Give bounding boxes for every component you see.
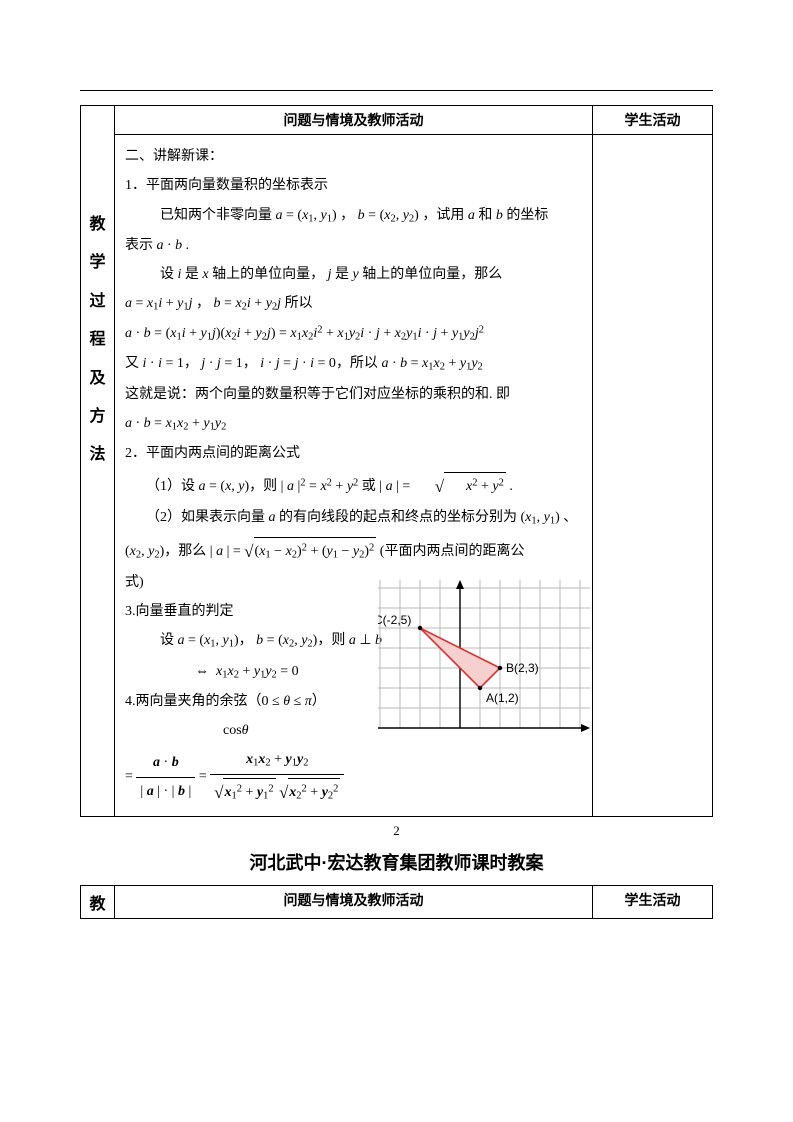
- side-char: 教: [89, 896, 105, 913]
- text: 4.两向量夹角的余弦（: [125, 694, 262, 709]
- text: .: [509, 479, 513, 494]
- svg-text:A(1,2): A(1,2): [486, 691, 519, 705]
- page-number: 2: [80, 823, 713, 839]
- text: 已知两个非零向量: [160, 208, 272, 223]
- s1-p1b: 表示 a · b .: [125, 232, 582, 259]
- activity-cell: [593, 135, 713, 817]
- math: a: [276, 208, 283, 223]
- s2-p2a: （2）如果表示向量 a 的有向线段的起点和终点的坐标分别为 (x1, y1) 、: [125, 504, 582, 532]
- side-char: 法: [89, 446, 105, 463]
- math: b: [358, 208, 365, 223]
- fraction: a · b | a | · | b |: [136, 749, 195, 805]
- lesson-table-1: 教 学 过 程 及 方 法 问题与情境及教师活动 学生活动 二、讲解新课： 1．…: [80, 105, 713, 817]
- side-label-cell: 教 学 过 程 及 方 法: [81, 106, 115, 817]
- text: 所以: [285, 296, 313, 311]
- header-activity: 学生活动: [593, 106, 713, 135]
- header-main: 问题与情境及教师活动: [115, 886, 593, 919]
- fraction: x1x2 + y1y2 x12 + y12 x22 + y22: [210, 746, 344, 808]
- lesson-plan-title: 河北武中·宏达教育集团教师课时教案: [80, 849, 713, 875]
- sqrt: x2 + y2: [414, 469, 506, 502]
- s1-p2: 设 i 是 x 轴上的单位向量， j 是 y 轴上的单位向量，那么: [125, 261, 582, 288]
- s1-p1: 已知两个非零向量 a = (x1, y1) ， b = (x2, y2) ，试用…: [125, 202, 582, 230]
- coordinate-graph: C(-2,5) B(2,3) A(1,2): [378, 580, 590, 748]
- text: ，试用 a 和 b 的坐标: [422, 208, 548, 223]
- table-header-row: 教 问题与情境及教师活动 学生活动: [81, 886, 713, 919]
- side-label-cell: 教: [81, 886, 115, 919]
- sqrt: (x1 − x2)2 + (y1 − y2)2: [244, 534, 376, 567]
- text: (平面内两点间的距离公: [380, 544, 525, 559]
- text: ，: [340, 208, 354, 223]
- s2-p1: （1）设 a = (x, y)，则 | a |2 = x2 + y2 或 | a…: [125, 469, 582, 502]
- table-header-row: 教 学 过 程 及 方 法 问题与情境及教师活动 学生活动: [81, 106, 713, 135]
- side-char: 程: [89, 331, 105, 348]
- s1-conclusion: 这就是说：两个向量的数量积等于它们对应坐标的乘积的和. 即: [125, 381, 582, 408]
- s2-title: 2．平面内两点间的距离公式: [125, 440, 582, 467]
- top-rule: [80, 90, 713, 91]
- text: ）: [312, 694, 326, 709]
- side-char: 及: [89, 370, 105, 387]
- text: 又: [125, 356, 139, 371]
- lesson-table-2: 教 问题与情境及教师活动 学生活动: [80, 885, 713, 919]
- s2-p2b: (x2, y2)，那么 | a | = (x1 − x2)2 + (y1 − y…: [125, 534, 582, 567]
- math: = (x2, y2): [365, 208, 419, 223]
- s1-eq1: a = x1i + y1j ， b = x2i + y2j 所以: [125, 290, 582, 318]
- svg-text:C(-2,5): C(-2,5): [378, 613, 411, 627]
- svg-text:B(2,3): B(2,3): [506, 661, 539, 675]
- table-body-row: 二、讲解新课： 1．平面两向量数量积的坐标表示 已知两个非零向量 a = (x1…: [81, 135, 713, 817]
- math: = (x1, y1): [283, 208, 337, 223]
- header-activity: 学生活动: [593, 886, 713, 919]
- s1-title: 1．平面两向量数量积的坐标表示: [125, 172, 582, 199]
- s1-eq2: a · b = (x1i + y1j)(x2i + y2j) = x1x2i2 …: [125, 320, 582, 348]
- side-char: 教: [89, 216, 105, 233]
- s1-eq4: a · b = x1x2 + y1y2: [125, 410, 582, 438]
- s4-frac: = a · b | a | · | b | = x1x2 + y1y2 x12 …: [125, 746, 582, 808]
- header-main: 问题与情境及教师活动: [115, 106, 593, 135]
- side-char: 方: [89, 408, 105, 425]
- side-char: 学: [89, 254, 105, 271]
- s1-eq3: 又 i · i = 1， j · j = 1， i · j = j · i = …: [125, 350, 582, 378]
- side-char: 过: [89, 293, 105, 310]
- section-title: 二、讲解新课：: [125, 143, 582, 170]
- content-cell: 二、讲解新课： 1．平面两向量数量积的坐标表示 已知两个非零向量 a = (x1…: [115, 135, 593, 817]
